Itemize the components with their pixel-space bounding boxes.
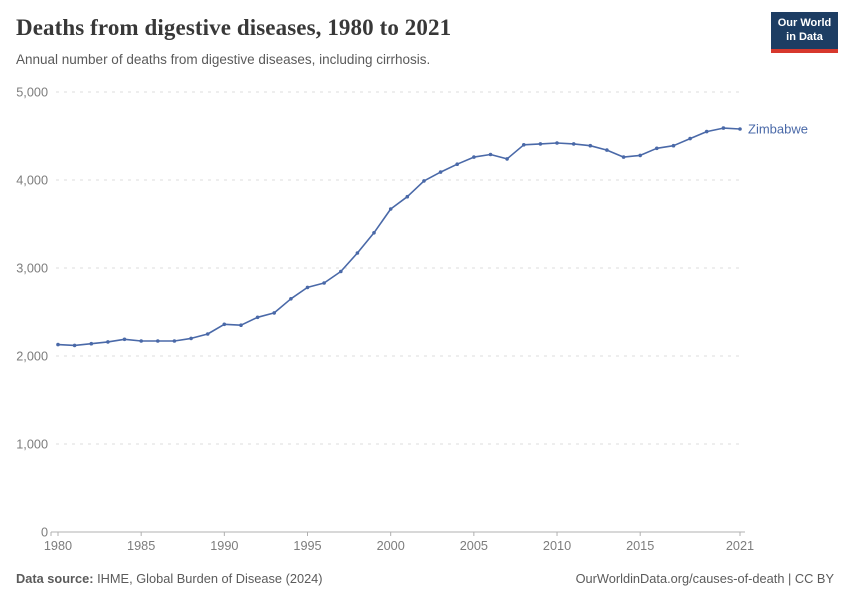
- data-point[interactable]: [505, 157, 509, 161]
- data-point[interactable]: [605, 148, 609, 152]
- data-point[interactable]: [388, 207, 393, 211]
- data-point[interactable]: [422, 179, 426, 183]
- data-point[interactable]: [272, 311, 277, 315]
- data-point[interactable]: [671, 143, 676, 148]
- data-point[interactable]: [588, 143, 593, 148]
- data-point[interactable]: [89, 341, 94, 346]
- data-point[interactable]: [638, 153, 642, 158]
- y-axis-label: 2,000: [16, 350, 48, 364]
- data-point[interactable]: [122, 337, 127, 342]
- data-point[interactable]: [621, 155, 626, 159]
- data-point[interactable]: [239, 323, 243, 328]
- data-point[interactable]: [156, 339, 160, 343]
- footer-link[interactable]: OurWorldinData.org/causes-of-death | CC …: [575, 571, 834, 586]
- y-axis-label: 0: [41, 526, 48, 540]
- data-point[interactable]: [189, 336, 193, 341]
- data-point[interactable]: [305, 285, 310, 290]
- data-point[interactable]: [339, 269, 343, 274]
- data-point[interactable]: [139, 339, 143, 343]
- chart-subtitle: Annual number of deaths from digestive d…: [16, 52, 431, 67]
- series-end-label[interactable]: Zimbabwe: [748, 121, 808, 136]
- owid-logo-line1: Our World: [777, 16, 832, 29]
- data-point[interactable]: [704, 129, 709, 134]
- data-point[interactable]: [355, 251, 360, 255]
- data-point[interactable]: [488, 152, 493, 157]
- page-title: Deaths from digestive diseases, 1980 to …: [16, 15, 452, 40]
- data-point[interactable]: [538, 142, 543, 146]
- x-axis-label: 2021: [726, 539, 754, 553]
- y-axis-label: 3,000: [16, 262, 48, 276]
- data-point[interactable]: [56, 342, 60, 347]
- data-source-label: Data source:: [16, 571, 94, 586]
- x-axis-label: 2005: [460, 539, 488, 553]
- data-point[interactable]: [655, 146, 659, 151]
- x-axis-label: 1980: [44, 539, 72, 553]
- data-point[interactable]: [438, 170, 443, 174]
- x-axis-label: 1985: [127, 539, 155, 553]
- data-point[interactable]: [688, 136, 692, 141]
- trend-line[interactable]: [57, 127, 741, 347]
- data-point[interactable]: [522, 143, 526, 147]
- data-point[interactable]: [405, 194, 410, 199]
- x-axis-label: 1995: [293, 539, 321, 553]
- data-point[interactable]: [172, 339, 177, 343]
- data-point[interactable]: [222, 322, 227, 327]
- x-axis-label: 1990: [210, 539, 238, 553]
- x-axis-label: 2015: [626, 539, 654, 553]
- owid-logo-line2: in Data: [786, 30, 823, 43]
- data-source: Data source: IHME, Global Burden of Dise…: [16, 571, 323, 586]
- data-point[interactable]: [72, 343, 77, 348]
- y-axis-label: 4,000: [16, 174, 48, 188]
- owid-logo[interactable]: Our World in Data: [771, 12, 838, 53]
- data-point[interactable]: [289, 297, 293, 301]
- chart-footer: Data source: IHME, Global Burden of Dise…: [16, 571, 834, 586]
- data-point[interactable]: [571, 142, 576, 146]
- data-point[interactable]: [106, 340, 110, 344]
- y-axis-label: 1,000: [16, 438, 48, 452]
- data-source-text: IHME, Global Burden of Disease (2024): [93, 571, 323, 586]
- x-axis-label: 2000: [377, 539, 405, 553]
- y-axis-label: 5,000: [16, 86, 48, 100]
- data-point[interactable]: [372, 231, 376, 235]
- data-point[interactable]: [738, 127, 742, 131]
- data-point[interactable]: [255, 315, 260, 320]
- data-point[interactable]: [455, 162, 460, 166]
- x-axis-label: 2010: [543, 539, 571, 553]
- data-point[interactable]: [555, 141, 559, 145]
- data-point[interactable]: [205, 332, 210, 336]
- data-point[interactable]: [721, 126, 726, 130]
- data-point[interactable]: [472, 155, 476, 159]
- data-point[interactable]: [322, 281, 326, 285]
